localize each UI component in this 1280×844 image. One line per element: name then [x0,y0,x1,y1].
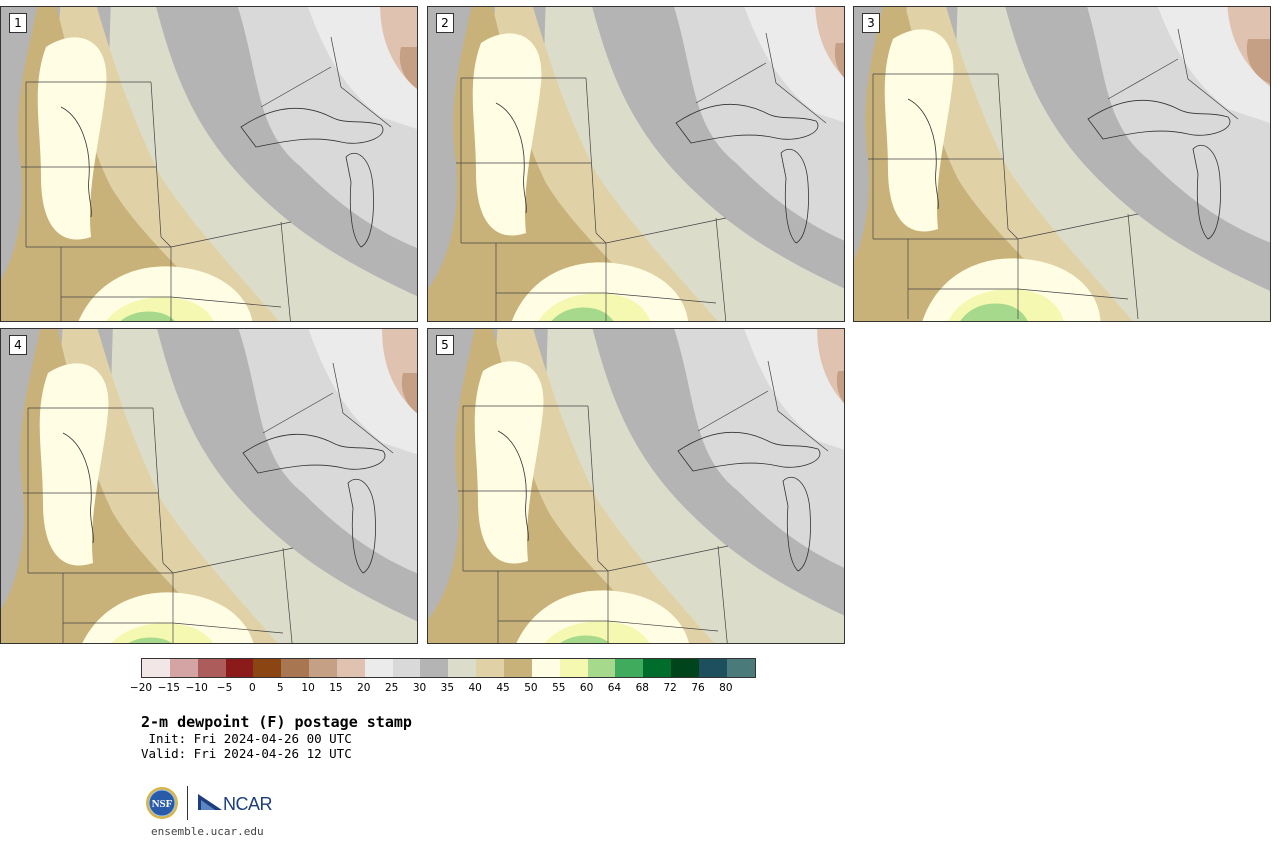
colorbar-tick-label: 15 [329,682,343,694]
colorbar-swatch [392,659,421,677]
colorbar-swatch [225,659,254,677]
colorbar-swatch [643,659,672,677]
dewpoint-map [428,329,844,643]
colorbar-swatch [309,659,337,677]
dewpoint-map [854,7,1270,321]
colorbar-swatch [476,659,504,677]
colorbar-tick-label: 25 [384,682,399,694]
map-panel-member-2: 2 [427,6,845,322]
colorbar-tick-label: 72 [663,682,677,694]
colorbar-swatch [281,659,310,677]
colorbar-tick-label: −15 [157,682,180,694]
colorbar-tick-label: −20 [129,682,153,694]
colorbar-swatch [698,659,727,677]
colorbar-tick-label: 20 [357,682,371,694]
colorbar-swatch [142,659,170,677]
nsf-logo-text: NSF [152,798,173,810]
colorbar-tick-label: 80 [719,682,733,694]
colorbar-swatch [336,659,365,677]
colorbar-swatch [448,659,477,677]
colorbar-swatch [420,659,449,677]
dewpoint-colorbar [141,658,756,678]
colorbar-tick-label: 76 [691,682,705,694]
colorbar-tick-labels: −20 −15 −10 −5 0 5 10 15 20 25 30 35 40 45 50 55 60 64 68 7… [130,682,781,696]
colorbar-tick-label: 35 [440,682,455,694]
map-panel-member-5: 5 [427,328,845,644]
member-number-label: 3 [862,13,880,33]
colorbar-swatch [587,659,616,677]
map-panel-member-4: 4 [0,328,418,644]
colorbar-swatch [671,659,699,677]
colorbar-tick-label: 40 [468,682,482,694]
dewpoint-map [428,7,844,321]
logo-divider [187,786,188,820]
init-time: Init: Fri 2024-04-26 00 UTC [141,731,352,746]
colorbar-tick-label: 55 [552,682,566,694]
colorbar-swatch [253,659,282,677]
colorbar-tick-label: 0 [249,682,256,694]
colorbar-swatch [726,659,755,677]
member-number-label: 4 [9,335,27,355]
colorbar-tick-label: 64 [607,682,622,694]
colorbar-tick-label: 60 [579,682,594,694]
colorbar-tick-label: 68 [635,682,649,694]
colorbar-tick-label: 50 [524,682,538,694]
colorbar-swatch [559,659,588,677]
colorbar-swatch [531,659,560,677]
nsf-logo: NSF [146,787,178,819]
dewpoint-map [1,329,417,643]
map-panel-member-1: 1 [0,6,418,322]
plot-title: 2-m dewpoint (F) postage stamp [141,713,412,731]
colorbar-swatch [615,659,644,677]
colorbar-tick-label: 30 [412,682,427,694]
ncar-logo-text: NCAR [223,794,273,814]
member-number-label: 2 [436,13,454,33]
map-panel-member-3: 3 [853,6,1271,322]
valid-time: Valid: Fri 2024-04-26 12 UTC [141,746,352,761]
colorbar-swatch [169,659,198,677]
colorbar-tick-label: 5 [276,682,284,694]
colorbar-tick-label: 45 [496,682,510,694]
colorbar-swatch [197,659,226,677]
ncar-emblem-icon [198,794,222,810]
website-url: ensemble.ucar.edu [151,825,264,838]
member-number-label: 1 [9,13,27,33]
dewpoint-map [1,7,417,321]
colorbar-swatch [503,659,532,677]
member-number-label: 5 [436,335,454,355]
colorbar-tick-label: 10 [301,682,315,694]
colorbar-tick-label: −10 [185,682,208,694]
colorbar-swatch [364,659,393,677]
colorbar-tick-label: −5 [216,682,233,694]
